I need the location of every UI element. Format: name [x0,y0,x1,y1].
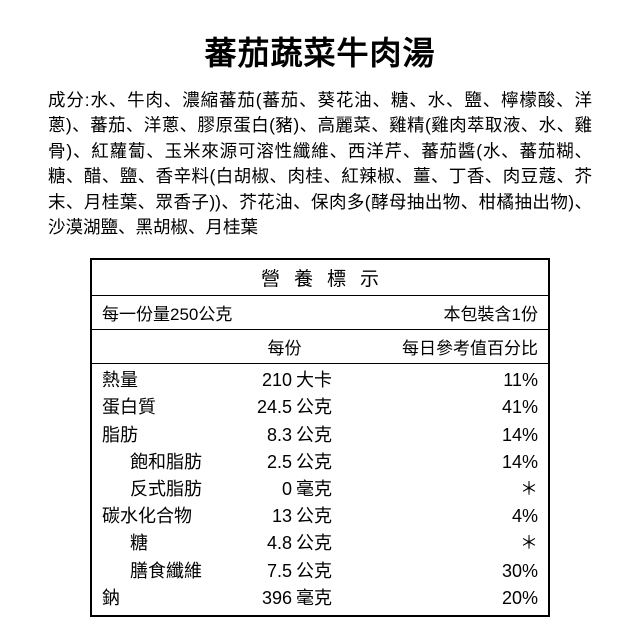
nutrient-dv: 11% [340,368,538,393]
nutrient-value: 210 [232,368,292,393]
nutrient-name: 蛋白質 [102,395,232,420]
nutrient-name: 碳水化合物 [102,504,232,529]
column-headers: 每份 每日參考值百分比 [92,330,548,364]
nutrient-name: 糖 [102,531,232,556]
nutrient-name: 飽和脂肪 [102,450,232,475]
nutrition-row: 熱量210大卡11% [92,367,548,394]
nutrient-value: 396 [232,586,292,611]
nutrient-unit: 公克 [292,504,340,529]
nutrient-unit: 毫克 [292,586,340,611]
nutrient-value: 7.5 [232,559,292,584]
nutrition-row: 蛋白質24.5公克41% [92,394,548,421]
nutrition-row: 鈉396毫克20% [92,585,548,612]
nutrient-value: 24.5 [232,395,292,420]
nutrient-unit: 毫克 [292,477,340,502]
nutrition-row: 碳水化合物13公克4% [92,503,548,530]
nutrient-dv: 20% [340,586,538,611]
nutrient-value: 13 [232,504,292,529]
nutrient-name: 膳食纖維 [102,559,232,584]
ingredients-text: 水、牛肉、濃縮蕃茄(蕃茄、葵花油、糖、水、鹽、檸檬酸、洋蔥)、蕃茄、洋蔥、膠原蛋… [48,90,592,237]
nutrition-header: 營養標示 [92,260,548,296]
col-header-serving: 每份 [227,330,342,363]
ingredients-label: 成分: [48,90,90,110]
nutrition-row: 脂肪8.3公克14% [92,422,548,449]
nutrient-dv: 14% [340,450,538,475]
nutrient-name: 脂肪 [102,423,232,448]
serving-size: 每一份量250公克 [102,300,232,325]
nutrient-unit: 公克 [292,395,340,420]
nutrient-value: 8.3 [232,423,292,448]
ingredients: 成分:水、牛肉、濃縮蕃茄(蕃茄、葵花油、糖、水、鹽、檸檬酸、洋蔥)、蕃茄、洋蔥、… [48,88,592,240]
product-title: 蕃茄蔬菜牛肉湯 [48,28,592,74]
nutrition-row: 糖4.8公克＊ [92,530,548,557]
nutrition-body: 熱量210大卡11%蛋白質24.5公克41%脂肪8.3公克14%飽和脂肪2.5公… [92,364,548,615]
nutrient-name: 熱量 [102,368,232,393]
nutrient-unit: 公克 [292,450,340,475]
nutrient-value: 4.8 [232,531,292,556]
nutrient-dv: 41% [340,395,538,420]
nutrition-row: 飽和脂肪2.5公克14% [92,449,548,476]
col-header-dv: 每日參考值百分比 [342,330,548,363]
nutrition-row: 反式脂肪0毫克＊ [92,476,548,503]
nutrient-dv: 4% [340,504,538,529]
nutrient-value: 2.5 [232,450,292,475]
nutrition-table: 營養標示 每一份量250公克 本包裝含1份 每份 每日參考值百分比 熱量210大… [90,258,550,617]
nutrient-unit: 公克 [292,559,340,584]
nutrient-dv: 30% [340,559,538,584]
nutrient-name: 反式脂肪 [102,477,232,502]
nutrient-dv: ＊ [340,477,538,502]
nutrient-value: 0 [232,477,292,502]
nutrient-name: 鈉 [102,586,232,611]
nutrient-dv: 14% [340,423,538,448]
nutrient-unit: 公克 [292,531,340,556]
nutrient-unit: 大卡 [292,368,340,393]
nutrition-row: 膳食纖維7.5公克30% [92,558,548,585]
serving-info-row: 每一份量250公克 本包裝含1份 [92,296,548,330]
nutrient-unit: 公克 [292,423,340,448]
nutrient-dv: ＊ [340,531,538,556]
servings-per-container: 本包裝含1份 [444,300,538,325]
